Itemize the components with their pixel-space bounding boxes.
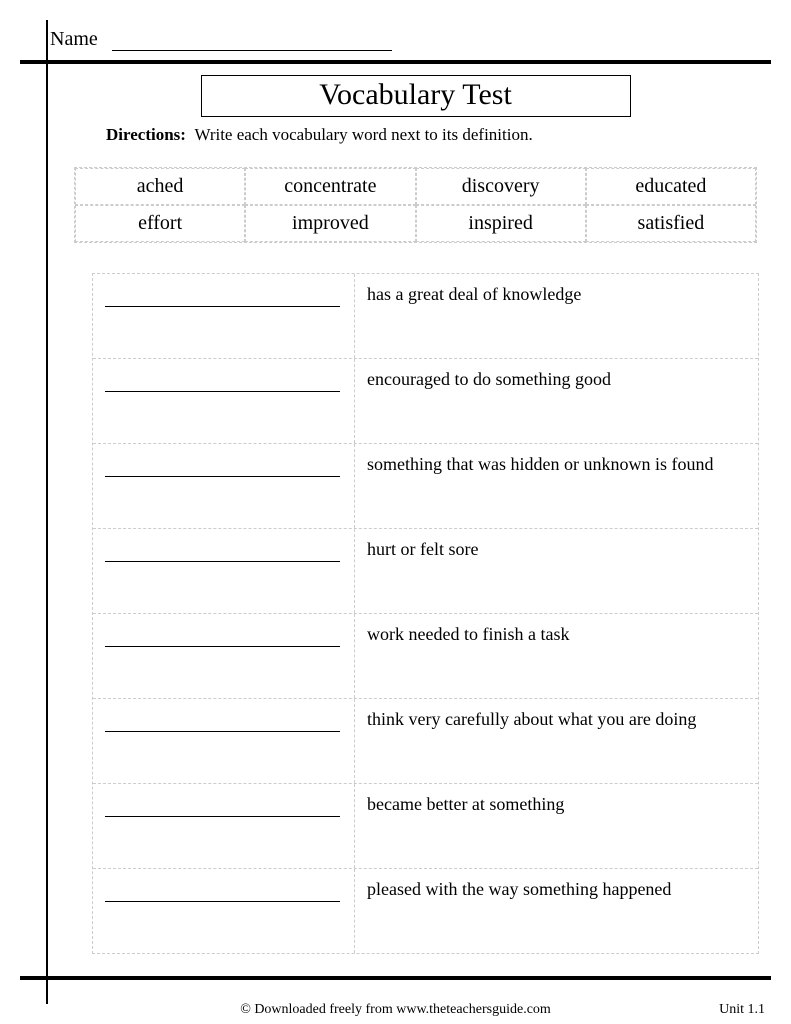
definition-text: has a great deal of knowledge: [355, 274, 758, 358]
definition-row: became better at something: [93, 784, 758, 869]
page-title: Vocabulary Test: [319, 78, 512, 111]
directions-text: Write each vocabulary word next to its d…: [194, 125, 532, 144]
top-horizontal-rule: [20, 60, 771, 64]
answer-blank[interactable]: [93, 784, 355, 868]
definition-text: became better at something: [355, 784, 758, 868]
answer-blank[interactable]: [93, 869, 355, 953]
word-bank: ached concentrate discovery educated eff…: [74, 167, 757, 243]
definition-text: encouraged to do something good: [355, 359, 758, 443]
definition-row: encouraged to do something good: [93, 359, 758, 444]
footer-unit: Unit 1.1: [719, 1002, 765, 1018]
answer-blank[interactable]: [93, 529, 355, 613]
name-input-line[interactable]: [112, 50, 392, 51]
definition-row: work needed to finish a task: [93, 614, 758, 699]
directions-label: Directions:: [106, 125, 186, 144]
definition-text: think very carefully about what you are …: [355, 699, 758, 783]
directions: Directions: Write each vocabulary word n…: [106, 125, 761, 145]
definition-row: think very carefully about what you are …: [93, 699, 758, 784]
answer-blank[interactable]: [93, 614, 355, 698]
word-bank-item: satisfied: [586, 205, 756, 242]
worksheet-page: Name Vocabulary Test Directions: Write e…: [20, 20, 771, 1004]
definition-text: hurt or felt sore: [355, 529, 758, 613]
name-label: Name: [50, 28, 98, 51]
bottom-horizontal-rule: [20, 976, 771, 980]
word-bank-item: inspired: [416, 205, 586, 242]
definition-row: has a great deal of knowledge: [93, 274, 758, 359]
answer-blank[interactable]: [93, 359, 355, 443]
definition-row: pleased with the way something happened: [93, 869, 758, 953]
word-bank-item: improved: [245, 205, 415, 242]
word-bank-item: educated: [586, 168, 756, 205]
footer-credit: © Downloaded freely from www.theteachers…: [20, 1002, 771, 1018]
definition-row: hurt or felt sore: [93, 529, 758, 614]
title-box: Vocabulary Test: [201, 75, 631, 117]
content-area: Vocabulary Test Directions: Write each v…: [70, 75, 761, 954]
definition-text: something that was hidden or unknown is …: [355, 444, 758, 528]
word-bank-item: concentrate: [245, 168, 415, 205]
answer-blank[interactable]: [93, 699, 355, 783]
answer-blank[interactable]: [93, 274, 355, 358]
definition-table: has a great deal of knowledge encouraged…: [92, 273, 759, 954]
definition-text: work needed to finish a task: [355, 614, 758, 698]
definition-row: something that was hidden or unknown is …: [93, 444, 758, 529]
word-bank-item: effort: [75, 205, 245, 242]
word-bank-item: discovery: [416, 168, 586, 205]
vertical-margin-rule: [46, 20, 48, 1004]
definition-text: pleased with the way something happened: [355, 869, 758, 953]
word-bank-item: ached: [75, 168, 245, 205]
answer-blank[interactable]: [93, 444, 355, 528]
